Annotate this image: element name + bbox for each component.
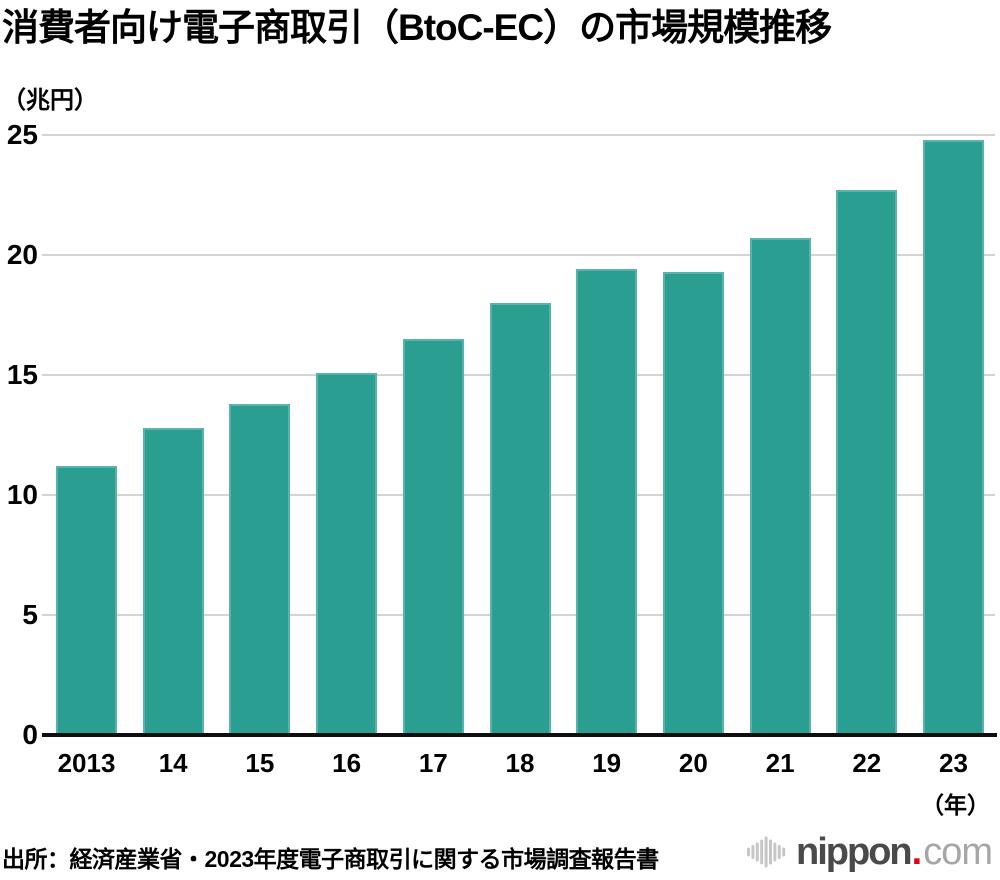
x-tick-label-15: 15 [245,748,275,778]
y-tick-label-5: 5 [22,599,38,630]
x-tick-label-22: 22 [852,748,882,778]
logo-text: nippon . com [796,830,993,874]
x-tick-label-19: 19 [592,748,622,778]
x-tick-label-2013: 2013 [57,748,116,778]
source-attribution: 出所：経済産業省・2023年度電子商取引に関する市場調査報告書 [2,846,659,872]
bar-22 [836,190,898,735]
x-axis: 2013 14 15 16 17 18 19 20 21 22 23 [42,748,995,782]
y-tick-label-10: 10 [6,479,38,510]
y-tick-label-25: 25 [6,119,38,150]
logo-dot: . [911,830,923,873]
bar-20 [662,271,724,735]
soundwave-icon [747,836,786,868]
bar-23 [923,139,984,735]
x-tick-label-17: 17 [418,748,448,778]
chart-title: 消費者向け電子商取引（BtoC-EC）の市場規模推移 [2,7,832,48]
x-axis-unit-label: （年） [921,792,990,818]
gridline-25 [42,134,995,136]
bar-14 [142,427,204,735]
x-tick-label-21: 21 [765,748,795,778]
x-tick-label-18: 18 [505,748,535,778]
gridline-20 [42,254,995,256]
y-axis-unit-label: （兆円） [2,87,98,114]
x-axis-line [42,733,997,737]
y-tick-label-0: 0 [22,719,38,750]
nippon-com-logo: nippon . com [747,830,993,874]
y-axis: 0 5 10 15 20 25 [0,120,38,750]
logo-tld: com [923,830,993,873]
x-tick-label-14: 14 [158,748,188,778]
bar-17 [402,339,464,735]
y-tick-label-20: 20 [6,239,38,270]
x-tick-label-20: 20 [678,748,708,778]
x-tick-label-16: 16 [332,748,362,778]
bar-18 [489,303,551,735]
bar-15 [229,403,291,735]
bar-19 [576,269,638,735]
logo-brand: nippon [796,830,913,873]
y-tick-label-15: 15 [6,359,38,390]
plot-area [42,134,995,735]
x-tick-label-23: 23 [939,748,968,778]
bar-2013 [56,466,117,735]
bar-21 [749,238,811,735]
bar-16 [316,372,378,735]
